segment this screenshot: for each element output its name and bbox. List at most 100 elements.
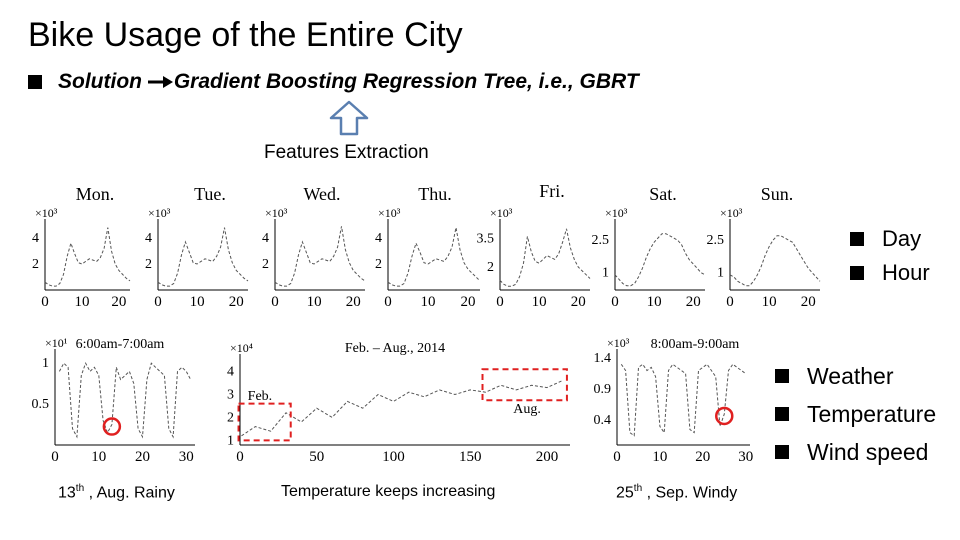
right-arrow-icon [147, 76, 173, 88]
x-tick-label: 10 [532, 294, 547, 310]
caption-temperature: Temperature keeps increasing [281, 483, 496, 500]
y-tick-label: 2 [32, 257, 39, 272]
x-tick-label: 10 [307, 294, 322, 310]
chart-title: Feb. – Aug., 2014 [345, 341, 445, 356]
x-tick-label: 10 [190, 294, 205, 310]
y-tick-label: 3.5 [477, 231, 495, 246]
scale-label: ×10³ [35, 206, 58, 220]
series-line [499, 228, 591, 287]
x-tick-label: 0 [613, 449, 621, 465]
highlight-circle [715, 406, 734, 426]
annotation-feb: Feb. [248, 389, 273, 404]
x-tick-label: 10 [91, 449, 106, 465]
series-line [729, 235, 821, 287]
bullet-square-icon [28, 75, 42, 89]
x-tick-label: 20 [135, 449, 150, 465]
y-tick-label: 0.5 [32, 397, 50, 412]
series-line [387, 227, 481, 287]
scale-label: ×10³ [720, 206, 743, 220]
chart-title: Fri. [539, 181, 565, 201]
series-line [274, 226, 366, 287]
feature-list-bottom: Weather Temperature Wind speed [775, 357, 936, 471]
chart-title: Mon. [76, 184, 115, 204]
feature-wind-speed: Wind speed [807, 438, 929, 465]
caption-rainy-sup: th [75, 483, 85, 494]
annotation-aug: Aug. [513, 402, 541, 417]
scale-label: ×10³ [607, 336, 630, 350]
feature-day: Day [882, 226, 922, 251]
y-tick-label: 4 [227, 364, 234, 379]
x-tick-label: 20 [686, 294, 701, 310]
y-tick-label: 1.4 [594, 351, 612, 366]
solution-text: Gradient Boosting Regression Tree, i.e.,… [173, 70, 639, 93]
up-arrow-icon [329, 100, 369, 136]
list-item: Temperature [775, 395, 936, 433]
x-tick-label: 20 [801, 294, 816, 310]
scale-label: ×10³ [490, 206, 513, 220]
series-line [241, 380, 563, 437]
y-tick-label: 2 [227, 410, 234, 425]
y-tick-label: 4 [262, 231, 269, 246]
y-tick-label: 4 [32, 231, 39, 246]
bullet-square-icon [775, 407, 789, 421]
highlight-circle [102, 417, 122, 436]
page-title: Bike Usage of the Entire City [28, 16, 463, 54]
scale-label: ×10³ [265, 206, 288, 220]
x-tick-label: 0 [496, 294, 504, 310]
features-extraction-label: Features Extraction [264, 142, 429, 163]
caption-rainy-text: , Aug. Rainy [84, 484, 175, 502]
x-tick-label: 0 [611, 294, 619, 310]
y-tick-label: 4 [145, 231, 152, 246]
x-tick-label: 30 [738, 449, 753, 465]
y-tick-label: 2 [262, 257, 269, 272]
highlight-box-aug [481, 368, 568, 402]
y-tick-label: 1 [602, 266, 609, 281]
series-line [44, 227, 131, 287]
y-tick-label: 2.5 [707, 233, 725, 248]
x-tick-label: 200 [536, 449, 559, 465]
feature-weather: Weather [807, 362, 894, 389]
series-line [620, 363, 746, 437]
caption-windy-day: 25 [616, 484, 634, 502]
chart-title: Thu. [418, 184, 452, 204]
caption-rainy-day: 13 [58, 484, 76, 502]
list-item: Wind speed [775, 433, 936, 471]
scale-label: ×10¹ [45, 336, 68, 350]
y-tick-label: 4 [375, 231, 382, 246]
bullet-square-icon [850, 266, 864, 280]
x-tick-label: 10 [74, 294, 89, 310]
list-item: Hour [850, 256, 930, 290]
caption-windy: 25th , Sep. Windy [616, 483, 737, 502]
y-tick-label: 0.4 [594, 413, 612, 428]
x-tick-label: 0 [51, 449, 59, 465]
x-tick-label: 30 [179, 449, 194, 465]
chart-title: 6:00am-7:00am [76, 337, 165, 352]
y-tick-label: 2 [487, 260, 494, 275]
feature-hour: Hour [882, 260, 930, 285]
x-tick-label: 10 [762, 294, 777, 310]
x-tick-label: 20 [346, 294, 361, 310]
caption-windy-text: , Sep. Windy [642, 484, 738, 502]
solution-prefix: Solution [58, 70, 142, 93]
x-tick-label: 0 [271, 294, 279, 310]
x-tick-label: 50 [309, 449, 324, 465]
chart-title: Sun. [761, 184, 794, 204]
bullet-square-icon [850, 232, 864, 246]
y-tick-label: 1 [227, 433, 234, 448]
y-tick-label: 1 [42, 356, 49, 371]
chart-title: 8:00am-9:00am [651, 337, 740, 352]
feature-temperature: Temperature [807, 400, 937, 427]
chart-title: Wed. [303, 184, 340, 204]
scale-label: ×10³ [378, 206, 401, 220]
y-tick-label: 2.5 [592, 233, 610, 248]
x-tick-label: 10 [421, 294, 436, 310]
solution-line: Solution Gradient Boosting Regression Tr… [28, 70, 639, 94]
bullet-square-icon [775, 369, 789, 383]
chart-title: Tue. [194, 184, 226, 204]
y-tick-label: 1 [717, 266, 724, 281]
x-tick-label: 0 [154, 294, 162, 310]
chart-title: Sat. [649, 184, 677, 204]
series-line [58, 361, 192, 439]
x-tick-label: 20 [571, 294, 586, 310]
